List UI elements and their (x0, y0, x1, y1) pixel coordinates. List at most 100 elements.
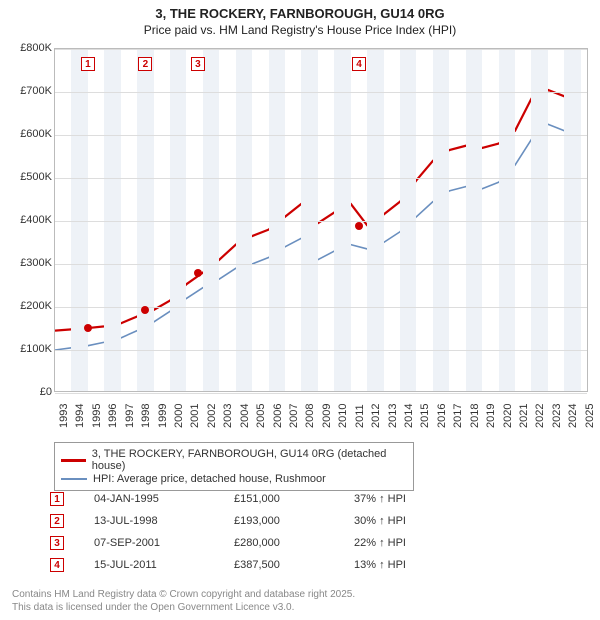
table-row: 3 07-SEP-2001 £280,000 22% ↑ HPI (50, 532, 550, 554)
x-axis-label: 2004 (239, 412, 251, 428)
footer-line-1: Contains HM Land Registry data © Crown c… (12, 588, 588, 601)
x-axis-label: 2023 (551, 412, 563, 428)
x-axis-label: 1993 (58, 412, 70, 428)
gridline (55, 307, 587, 308)
x-axis-label: 1998 (140, 412, 152, 428)
dp-price: £387,500 (234, 559, 324, 571)
legend-label-2: HPI: Average price, detached house, Rush… (93, 473, 326, 485)
table-row: 1 04-JAN-1995 £151,000 37% ↑ HPI (50, 488, 550, 510)
legend-label-1: 3, THE ROCKERY, FARNBOROUGH, GU14 0RG (d… (92, 448, 407, 472)
y-axis-label: £100K (8, 343, 52, 355)
chart: 1 2 3 4 £0 £100K £200K £300K £400K £500K £600K £70… (8, 48, 592, 428)
table-row: 2 13-JUL-1998 £193,000 30% ↑ HPI (50, 510, 550, 532)
gridline (55, 350, 587, 351)
year-band (367, 49, 383, 391)
legend-row-2: HPI: Average price, detached house, Rush… (61, 473, 407, 485)
x-axis-label: 2007 (288, 412, 300, 428)
x-axis-label: 2015 (419, 412, 431, 428)
legend-swatch-2 (61, 478, 87, 480)
year-band (269, 49, 285, 391)
plot-area: 1 2 3 4 (54, 48, 588, 392)
chart-marker-dot (84, 324, 92, 332)
x-axis-label: 2025 (584, 412, 596, 428)
y-axis-label: £500K (8, 171, 52, 183)
gridline (55, 135, 587, 136)
dp-price: £280,000 (234, 537, 324, 549)
legend-row-1: 3, THE ROCKERY, FARNBOROUGH, GU14 0RG (d… (61, 448, 407, 472)
legend-swatch-1 (61, 459, 86, 462)
marker-box: 1 (50, 492, 64, 506)
dp-date: 07-SEP-2001 (94, 537, 204, 549)
x-axis-label: 2008 (304, 412, 316, 428)
chart-marker-box: 4 (352, 57, 366, 71)
x-axis-label: 2017 (452, 412, 464, 428)
gridline (55, 178, 587, 179)
dp-delta: 37% ↑ HPI (354, 493, 464, 505)
year-band (203, 49, 219, 391)
x-axis-label: 2020 (502, 412, 514, 428)
dp-delta: 13% ↑ HPI (354, 559, 464, 571)
chart-marker-box: 1 (81, 57, 95, 71)
marker-box: 2 (50, 514, 64, 528)
gridline (55, 49, 587, 50)
year-band (466, 49, 482, 391)
y-axis-label: £0 (8, 386, 52, 398)
x-axis-label: 2011 (354, 412, 366, 428)
chart-marker-dot (194, 269, 202, 277)
footer: Contains HM Land Registry data © Crown c… (12, 588, 588, 614)
year-band (104, 49, 120, 391)
x-axis-label: 2012 (370, 412, 382, 428)
table-row: 4 15-JUL-2011 £387,500 13% ↑ HPI (50, 554, 550, 576)
year-band (236, 49, 252, 391)
x-axis-label: 1995 (91, 412, 103, 428)
x-axis-label: 2016 (436, 412, 448, 428)
year-band (499, 49, 515, 391)
gridline (55, 393, 587, 394)
gridline (55, 92, 587, 93)
x-axis-label: 2022 (534, 412, 546, 428)
dp-delta: 30% ↑ HPI (354, 515, 464, 527)
x-axis-label: 2010 (337, 412, 349, 428)
dp-price: £151,000 (234, 493, 324, 505)
y-axis-label: £300K (8, 257, 52, 269)
x-axis-label: 2014 (403, 412, 415, 428)
x-axis-label: 2005 (255, 412, 267, 428)
x-axis-label: 2013 (387, 412, 399, 428)
chart-marker-box: 3 (191, 57, 205, 71)
y-axis-label: £800K (8, 42, 52, 54)
dp-date: 04-JAN-1995 (94, 493, 204, 505)
chart-marker-box: 2 (138, 57, 152, 71)
legend: 3, THE ROCKERY, FARNBOROUGH, GU14 0RG (d… (54, 442, 414, 491)
y-axis-label: £600K (8, 128, 52, 140)
x-axis-label: 1997 (124, 412, 136, 428)
year-band (400, 49, 416, 391)
year-band (531, 49, 547, 391)
gridline (55, 221, 587, 222)
year-band (301, 49, 317, 391)
y-axis-label: £200K (8, 300, 52, 312)
dp-delta: 22% ↑ HPI (354, 537, 464, 549)
footer-line-2: This data is licensed under the Open Gov… (12, 601, 588, 614)
year-band (170, 49, 186, 391)
marker-box: 3 (50, 536, 64, 550)
x-axis-label: 2001 (189, 412, 201, 428)
x-axis-label: 2018 (469, 412, 481, 428)
x-axis-label: 2009 (321, 412, 333, 428)
title-block: 3, THE ROCKERY, FARNBOROUGH, GU14 0RG Pr… (0, 0, 600, 37)
y-axis-label: £700K (8, 85, 52, 97)
gridline (55, 264, 587, 265)
year-band (564, 49, 580, 391)
title-main: 3, THE ROCKERY, FARNBOROUGH, GU14 0RG (0, 6, 600, 21)
x-axis-label: 2019 (485, 412, 497, 428)
datapoints-table: 1 04-JAN-1995 £151,000 37% ↑ HPI 2 13-JU… (50, 488, 550, 576)
title-sub: Price paid vs. HM Land Registry's House … (0, 23, 600, 37)
x-axis-label: 2024 (567, 412, 579, 428)
dp-date: 15-JUL-2011 (94, 559, 204, 571)
y-axis-label: £400K (8, 214, 52, 226)
dp-date: 13-JUL-1998 (94, 515, 204, 527)
x-axis-label: 2021 (518, 412, 530, 428)
dp-price: £193,000 (234, 515, 324, 527)
x-axis-label: 2006 (272, 412, 284, 428)
x-axis-label: 2002 (206, 412, 218, 428)
x-axis-label: 2000 (173, 412, 185, 428)
